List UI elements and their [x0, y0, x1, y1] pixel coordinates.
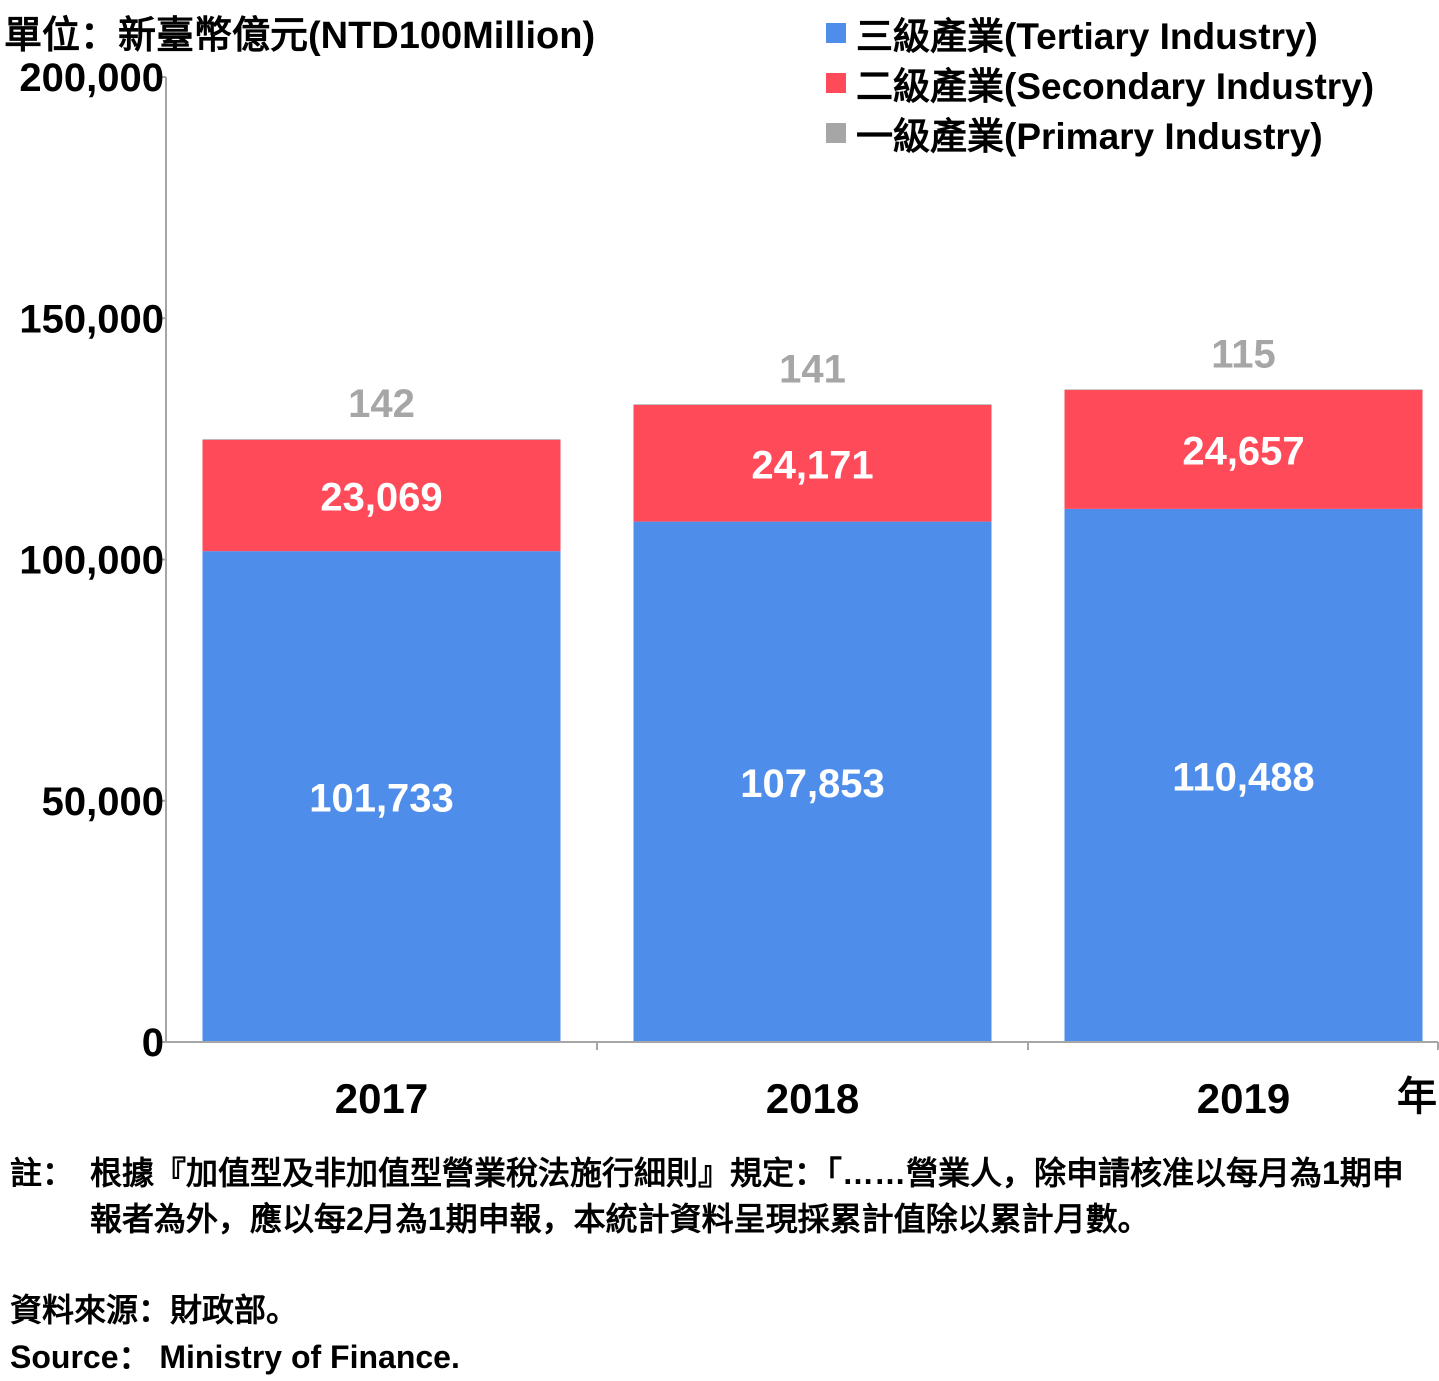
data-label-tertiary-2019: 110,488 — [1172, 755, 1314, 799]
data-label-tertiary-2018: 107,853 — [740, 762, 885, 806]
bar-tertiary-2018 — [633, 521, 992, 1042]
legend-label-primary: 一級產業(Primary Industry) — [856, 116, 1323, 157]
x-tick-label-2018: 2018 — [766, 1075, 859, 1122]
y-tick-label-0: 0 — [142, 1021, 164, 1065]
footnote-prefix: 註： — [10, 1155, 75, 1191]
axes-group: 2017 2018 2019 0 50,000 100,000 150,000 200,000 — [19, 56, 1439, 1122]
data-label-primary-2017: 142 — [348, 382, 415, 426]
source-chinese: 資料來源：財政部。 — [10, 1292, 299, 1328]
data-labels-group: 101,733 23,069 142 107,853 24,171 141 110,488 2… — [309, 332, 1314, 820]
bar-secondary-2018 — [633, 404, 992, 522]
source-english: Source： Ministry of Finance. — [10, 1339, 460, 1375]
x-tick-label-2017: 2017 — [335, 1075, 428, 1122]
data-label-secondary-2017: 23,069 — [320, 475, 442, 519]
data-label-primary-2019: 115 — [1211, 332, 1276, 376]
stacked-bar-chart: 101,73323,069142107,85324,171141110,4882… — [19, 56, 1439, 1122]
footnote-text: 根據『加值型及非加值型營業稅法施行細則』規定：「……營業人，除申請核准以每月為1… — [90, 1155, 1404, 1237]
unit-label: 單位：新臺幣億元(NTD100Million) — [4, 15, 596, 57]
legend-swatch-tertiary — [826, 23, 846, 43]
y-tick-label-100000: 100,000 — [19, 539, 164, 583]
y-tick-label-200000: 200,000 — [19, 56, 164, 100]
legend-swatch-primary — [826, 123, 846, 143]
bar-tertiary-2017 — [202, 551, 561, 1042]
footnote: 註： 根據『加值型及非加值型營業稅法施行細則』規定：「……營業人，除申請核准以每… — [10, 1150, 1435, 1242]
x-tick-label-2019: 2019 — [1197, 1075, 1290, 1122]
legend-item-secondary: 二級產業(Secondary Industry) — [826, 58, 1374, 108]
bar-secondary-2019 — [1064, 389, 1423, 509]
legend-item-tertiary: 三級產業(Tertiary Industry) — [826, 8, 1374, 58]
x-unit-label: 年 — [1397, 1075, 1437, 1119]
y-tick-label-150000: 150,000 — [19, 297, 164, 341]
legend-label-secondary: 二級產業(Secondary Industry) — [856, 66, 1375, 107]
data-label-secondary-2019: 24,657 — [1182, 429, 1304, 473]
data-label-tertiary-2017: 101,733 — [309, 777, 454, 821]
bar-primary-2019 — [1064, 389, 1423, 390]
bar-primary-2017 — [202, 439, 561, 440]
bars-group — [202, 389, 1423, 1042]
bar-tertiary-2019 — [1064, 508, 1423, 1042]
data-label-secondary-2018: 24,171 — [751, 443, 873, 487]
data-label-primary-2018: 141 — [779, 347, 846, 391]
legend-swatch-secondary — [826, 73, 846, 93]
legend: 三級產業(Tertiary Industry) 二級產業(Secondary I… — [826, 8, 1374, 158]
bar-primary-2018 — [633, 404, 992, 405]
legend-label-tertiary: 三級產業(Tertiary Industry) — [856, 16, 1318, 57]
bar-secondary-2017 — [202, 439, 561, 552]
y-tick-label-50000: 50,000 — [42, 780, 164, 824]
legend-item-primary: 一級產業(Primary Industry) — [826, 108, 1374, 158]
